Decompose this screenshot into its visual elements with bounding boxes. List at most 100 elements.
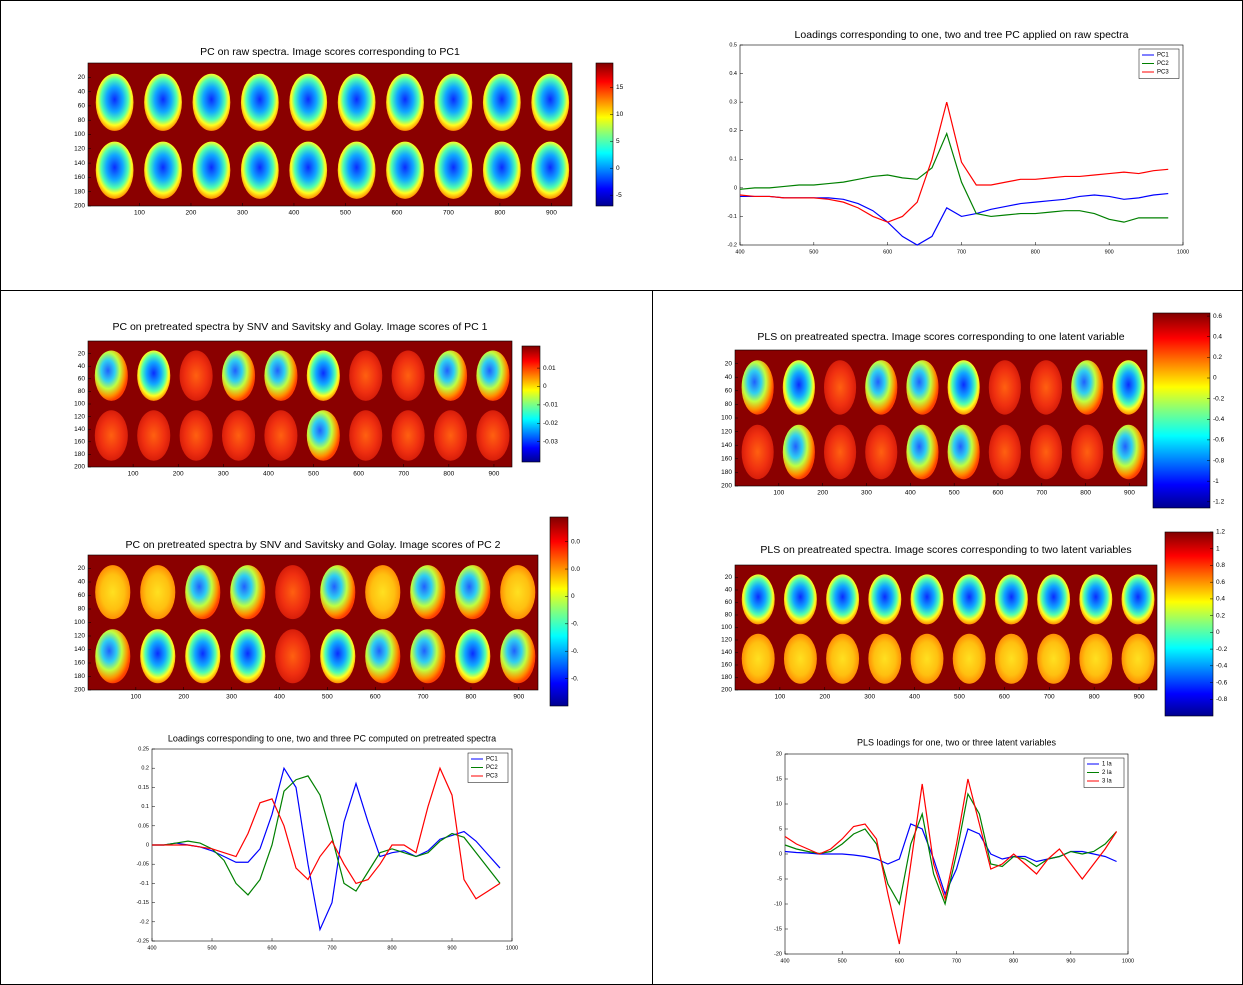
x-tick-label: 800: [1080, 490, 1091, 497]
sample-image: [531, 73, 570, 131]
y-tick-label: 15: [776, 776, 782, 782]
y-tick-label: 20: [776, 751, 782, 757]
colorbar-tick-label: 0.01: [543, 365, 556, 372]
legend-label: 1 la: [1102, 762, 1112, 768]
sample-image: [531, 141, 570, 199]
x-tick-label: 100: [773, 490, 784, 497]
y-tick-label: 0.3: [729, 100, 737, 106]
x-tick-label: 200: [817, 490, 828, 497]
colorbar: [549, 516, 569, 707]
x-tick-label: 500: [838, 958, 847, 964]
x-tick-label: 900: [447, 945, 456, 951]
y-tick-label: 60: [725, 388, 733, 395]
x-tick-label: 600: [370, 694, 381, 701]
colorbar-tick-label: -0.8: [1213, 457, 1225, 464]
sample-image: [264, 410, 298, 461]
legend-label: PC2: [486, 765, 498, 771]
sample-image: [95, 73, 134, 131]
sample-image: [337, 73, 376, 131]
colorbar: [1152, 312, 1211, 509]
y-tick-label: 20: [78, 565, 86, 572]
sample-image: [240, 141, 279, 199]
y-tick-label: -0.25: [136, 938, 149, 944]
y-tick-label: 180: [721, 674, 732, 681]
colorbar-tick-label: 5: [616, 138, 620, 145]
x-tick-label: 100: [134, 210, 145, 217]
y-tick-label: 140: [74, 426, 85, 433]
y-tick-label: 0.4: [729, 71, 737, 77]
y-tick-label: 140: [721, 649, 732, 656]
sample-image: [192, 73, 231, 131]
x-tick-label: 800: [387, 945, 396, 951]
x-tick-label: 300: [218, 471, 229, 478]
sample-image: [289, 141, 328, 199]
x-tick-label: 800: [1009, 958, 1018, 964]
sample-image: [337, 141, 376, 199]
colorbar-tick-label: 0.4: [1216, 596, 1225, 603]
chart-title: PLS on preatreated spectra. Image scores…: [757, 331, 1124, 343]
y-tick-label: 100: [74, 619, 85, 626]
y-tick-label: 160: [721, 662, 732, 669]
x-tick-label: 700: [1044, 694, 1055, 701]
x-tick-label: 200: [173, 471, 184, 478]
x-tick-label: 600: [353, 471, 364, 478]
sample-image: [240, 73, 279, 131]
sample-image: [783, 633, 817, 684]
sample-image: [410, 565, 446, 620]
colorbar-tick-label: 0.0: [571, 566, 580, 573]
y-tick-label: 80: [78, 606, 86, 613]
x-tick-label: 500: [954, 694, 965, 701]
sample-image: [826, 633, 860, 684]
sample-image: [275, 565, 311, 620]
colorbar-tick-label: 0: [1216, 629, 1220, 636]
chart-title: PC on pretreated spectra by SNV and Savi…: [125, 539, 500, 551]
colorbar-tick-label: -0.4: [1216, 663, 1228, 670]
colorbar-tick-label: -0.: [571, 675, 579, 682]
sample-image: [994, 574, 1028, 625]
colorbar-tick-label: -0.02: [543, 420, 558, 427]
sample-image: [365, 629, 401, 684]
sample-image: [391, 410, 425, 461]
y-tick-label: 80: [78, 117, 86, 124]
chart-title: PLS on preatreated spectra. Image scores…: [760, 544, 1131, 556]
x-tick-label: 700: [1036, 490, 1047, 497]
y-tick-label: -15: [774, 926, 782, 932]
colorbar-tick-label: -0.03: [543, 438, 558, 445]
colorbar-tick-label: -0.: [571, 621, 579, 628]
sample-image: [500, 629, 536, 684]
sample-image: [434, 73, 473, 131]
sample-image: [500, 565, 536, 620]
colorbar-tick-label: 0.0: [571, 538, 580, 545]
colorbar-tick-label: -0.6: [1213, 437, 1225, 444]
y-tick-label: 120: [721, 428, 732, 435]
x-tick-label: 600: [895, 958, 904, 964]
x-tick-label: 700: [443, 210, 454, 217]
sample-image: [221, 410, 256, 461]
sample-image: [741, 360, 774, 415]
sample-image: [826, 574, 860, 625]
y-tick-label: 0: [734, 185, 737, 191]
colorbar-tick-label: 0.4: [1213, 333, 1222, 340]
x-tick-label: 1000: [1122, 958, 1134, 964]
series-line: [152, 775, 501, 896]
y-tick-label: 0.1: [729, 157, 737, 163]
sample-image: [306, 410, 340, 461]
y-tick-label: 0.1: [141, 804, 149, 810]
chart-title: Loadings corresponding to one, two and t…: [168, 733, 496, 743]
y-tick-label: -0.2: [140, 919, 149, 925]
y-tick-label: 60: [78, 592, 86, 599]
sample-image: [1029, 360, 1063, 415]
chart-title: PC on raw spectra. Image scores correspo…: [200, 46, 460, 58]
y-tick-label: -10: [774, 901, 782, 907]
sample-image: [94, 350, 128, 401]
y-tick-label: 0.2: [141, 766, 149, 772]
sample-image: [782, 360, 815, 415]
sample-image: [947, 424, 980, 480]
sample-image: [386, 141, 424, 199]
legend-label: PC3: [1157, 70, 1169, 76]
colorbar-tick-label: 0: [571, 593, 575, 600]
x-tick-label: 200: [819, 694, 830, 701]
y-tick-label: 0: [779, 851, 782, 857]
colorbar-tick-label: -5: [616, 192, 622, 199]
chart-title: PC on pretreated spectra by SNV and Savi…: [112, 321, 487, 333]
